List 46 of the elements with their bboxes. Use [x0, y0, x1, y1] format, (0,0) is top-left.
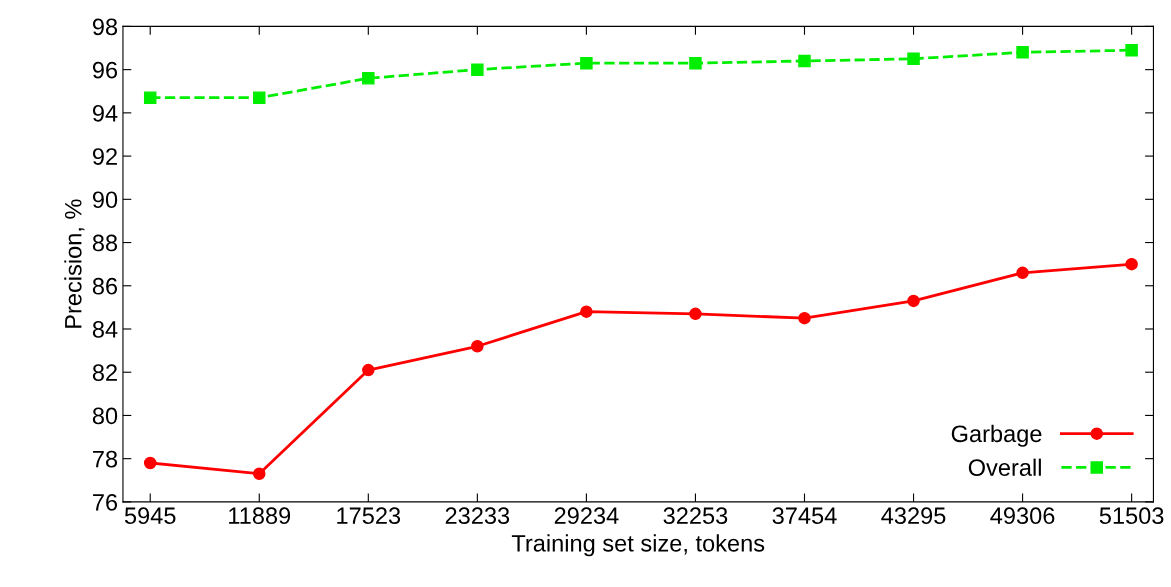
point — [907, 52, 920, 66]
x-tick-label: 23233 — [445, 507, 510, 525]
y-tick-label: 98 — [92, 18, 118, 36]
y-tick-label: 82 — [92, 364, 117, 381]
point — [143, 91, 157, 104]
point — [689, 56, 702, 70]
point — [907, 294, 920, 308]
point — [143, 456, 157, 470]
point — [253, 91, 266, 104]
point — [580, 56, 593, 70]
point — [798, 54, 811, 68]
y-tick-label: 94 — [92, 104, 118, 122]
x-tick-label: 5945 — [124, 507, 176, 525]
x-tick-label: 51503 — [1099, 507, 1164, 525]
point — [253, 467, 266, 481]
point — [471, 63, 484, 76]
point — [580, 305, 593, 318]
y-tick-label: 96 — [92, 61, 118, 79]
y-tick-label: 78 — [93, 450, 118, 468]
x-tick-label: 29234 — [554, 507, 619, 525]
legend-label: Overall — [968, 458, 1041, 476]
point — [362, 72, 375, 85]
x-tick-label: 49306 — [990, 507, 1055, 525]
y-axis-title: Precision, % — [64, 199, 85, 328]
point — [1125, 43, 1138, 57]
x-axis-title: Training set size, tokens — [511, 534, 765, 557]
point — [1125, 257, 1138, 271]
y-tick-label: 90 — [92, 191, 118, 209]
x-tick-label: 17523 — [337, 507, 401, 525]
legend-label: Garbage — [951, 424, 1042, 447]
y-tick-label: 80 — [92, 407, 118, 425]
y-tick-label: 86 — [92, 277, 118, 295]
y-tick-label: 76 — [93, 493, 118, 511]
point — [689, 307, 702, 321]
x-tick-label: 32253 — [663, 507, 728, 525]
y-tick-label: 92 — [92, 148, 117, 165]
point — [362, 363, 375, 377]
y-tick-label: 84 — [92, 321, 118, 338]
point — [1016, 46, 1029, 59]
x-tick-label: 43295 — [881, 507, 946, 525]
y-tick-label: 88 — [92, 234, 118, 252]
point — [798, 311, 811, 325]
point — [471, 340, 484, 353]
x-tick-label: 37454 — [772, 507, 837, 525]
point — [1016, 266, 1029, 280]
x-tick-label: 11889 — [229, 507, 291, 525]
